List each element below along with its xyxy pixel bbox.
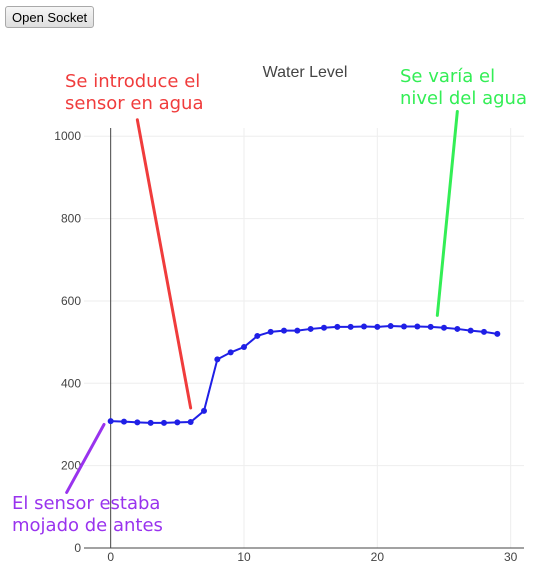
annotation-text: El sensor estaba [12,493,160,514]
data-point [161,419,167,426]
annotation-arrow [135,118,193,410]
data-point [387,323,394,330]
annotation-arrow [435,110,459,317]
y-tick-label: 800 [61,212,81,226]
data-point [281,327,287,334]
data-point [121,418,127,425]
data-point [254,332,261,339]
data-point [227,349,234,356]
annotation-text: nivel del agua [400,88,527,109]
annotation-text: mojado de antes [12,515,163,536]
axes: 0 10 20 30 0 200 400 600 800 1000 [54,128,524,564]
data-point [441,324,447,331]
data-point [454,325,461,332]
data-point [494,330,501,337]
y-tick-label: 0 [74,541,81,555]
data-point [307,325,314,332]
data-point [147,419,154,426]
data-point [107,418,114,425]
data-point [334,323,341,330]
data-point [481,328,487,335]
data-point [427,323,434,330]
data-point [361,323,367,330]
data-point [414,323,421,330]
annotation-arrow [65,422,106,494]
annotation-text: Se varía el [400,66,495,87]
data-point [401,323,407,330]
data-point [267,328,274,335]
y-tick-label: 400 [61,376,81,390]
series-line [110,325,498,424]
series-water-level [107,323,501,426]
x-tick-label: 0 [107,550,114,564]
y-tick-label: 200 [61,459,81,473]
annotation-text: sensor en agua [65,93,203,114]
data-point [187,419,194,425]
data-point [347,323,354,330]
annotation-text: Se introduce el [65,71,200,92]
x-tick-label: 10 [237,550,251,564]
data-point [321,324,327,331]
y-tick-label: 1000 [54,129,81,143]
data-point [294,327,301,334]
data-point [467,327,474,334]
grid [84,128,524,548]
data-point [174,419,181,426]
y-tick-label: 600 [61,294,81,308]
data-point [201,407,207,414]
x-tick-label: 20 [371,550,385,564]
data-point [374,323,381,330]
data-point [214,356,221,363]
data-point [134,419,141,426]
data-point [241,344,247,351]
x-tick-label: 30 [504,550,518,564]
chart-title: Water Level [263,64,348,81]
open-socket-button[interactable]: Open Socket [5,6,95,28]
